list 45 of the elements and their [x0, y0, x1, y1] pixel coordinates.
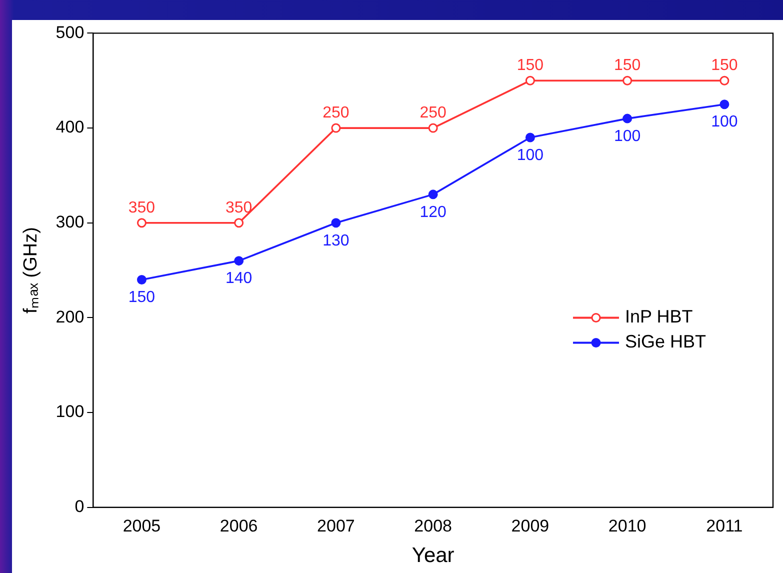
- annotation: 100: [516, 146, 544, 164]
- x-tick-label: 2005: [122, 516, 161, 536]
- x-axis-title: Year: [412, 544, 454, 568]
- point: [622, 76, 632, 86]
- y-tick-label: 200: [56, 307, 84, 326]
- legend-label: InP HBT: [625, 306, 693, 327]
- point: [428, 190, 438, 200]
- x-tick-label: 2011: [706, 516, 743, 536]
- point: [622, 114, 632, 124]
- annotation: 350: [225, 199, 252, 216]
- annotation: 250: [322, 104, 350, 122]
- legend-label: SiGe HBT: [625, 332, 706, 352]
- y-tick-label: 100: [56, 402, 84, 422]
- x-tick-label: 2008: [414, 516, 452, 536]
- point: [525, 76, 535, 86]
- point: [331, 123, 341, 133]
- point: [720, 100, 730, 110]
- annotation: 140: [225, 270, 252, 288]
- x-tick-label: 2009: [511, 516, 550, 536]
- point: [234, 256, 244, 266]
- x-tick-label: 2010: [608, 516, 646, 536]
- annotation: 120: [420, 204, 447, 221]
- y-axis-title: fₘₐₓ (GHz): [20, 227, 42, 314]
- x-tick-label: 2007: [317, 516, 355, 536]
- annotation: 150: [614, 57, 641, 74]
- annotation: 130: [322, 232, 350, 250]
- y-tick-label: 0: [74, 497, 84, 516]
- y-tick-label: 400: [56, 118, 84, 137]
- y-tick-label: 500: [56, 22, 84, 42]
- annotation: 150: [516, 57, 544, 74]
- x-tick-label: 2006: [220, 516, 258, 536]
- point: [428, 123, 438, 133]
- annotation: 100: [711, 114, 738, 131]
- annotation: 150: [128, 289, 156, 306]
- point: [525, 132, 535, 142]
- annotation: 150: [711, 57, 738, 74]
- annotation: 100: [614, 128, 641, 145]
- point: [136, 218, 146, 228]
- y-tick-label: 300: [56, 212, 84, 232]
- annotation: 250: [420, 104, 447, 122]
- point: [136, 275, 146, 285]
- point: [331, 218, 341, 228]
- point: [234, 218, 244, 228]
- annotation: 350: [128, 199, 156, 216]
- point: [720, 76, 730, 86]
